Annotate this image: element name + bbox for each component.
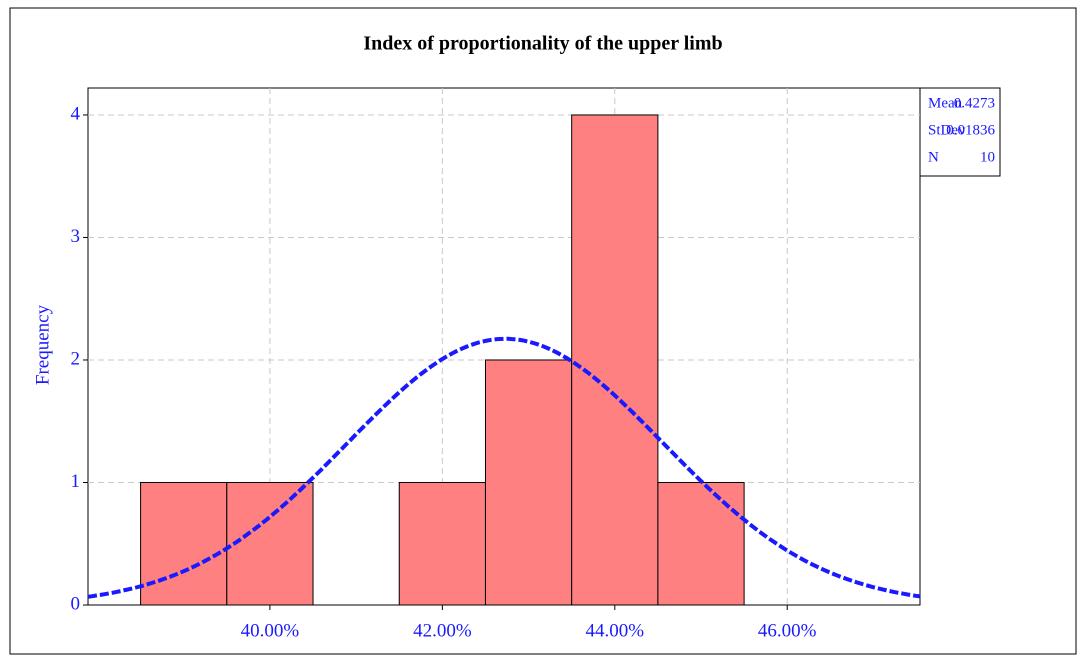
bar	[398, 481, 486, 606]
stat-name: N	[928, 149, 939, 165]
stat-name: Mean	[928, 95, 963, 111]
y-tick-label: 4	[71, 103, 81, 124]
bar	[571, 114, 659, 606]
bar	[484, 359, 573, 606]
y-tick-label: 0	[71, 593, 81, 614]
normal-curve	[87, 336, 921, 599]
stat-value: 10	[980, 149, 995, 165]
stat-value: 0.4273	[954, 95, 995, 111]
stat-value: 0.01836	[946, 122, 995, 138]
x-tick-label: 40.00%	[241, 620, 300, 641]
bar	[226, 481, 314, 606]
y-tick-label: 3	[71, 226, 81, 247]
y-tick-label: 2	[71, 348, 81, 369]
x-tick-label: 46.00%	[758, 620, 817, 641]
bar	[657, 481, 745, 606]
x-tick-label: 42.00%	[413, 620, 472, 641]
stats-box	[919, 87, 1001, 177]
stat-name: StDev	[928, 122, 966, 138]
chart-title: Index of proportionality of the upper li…	[363, 33, 722, 55]
y-tick-label: 1	[71, 471, 81, 492]
x-tick-label: 44.00%	[586, 620, 645, 641]
y-axis-label: Frequency	[32, 304, 53, 385]
bar	[140, 481, 228, 606]
